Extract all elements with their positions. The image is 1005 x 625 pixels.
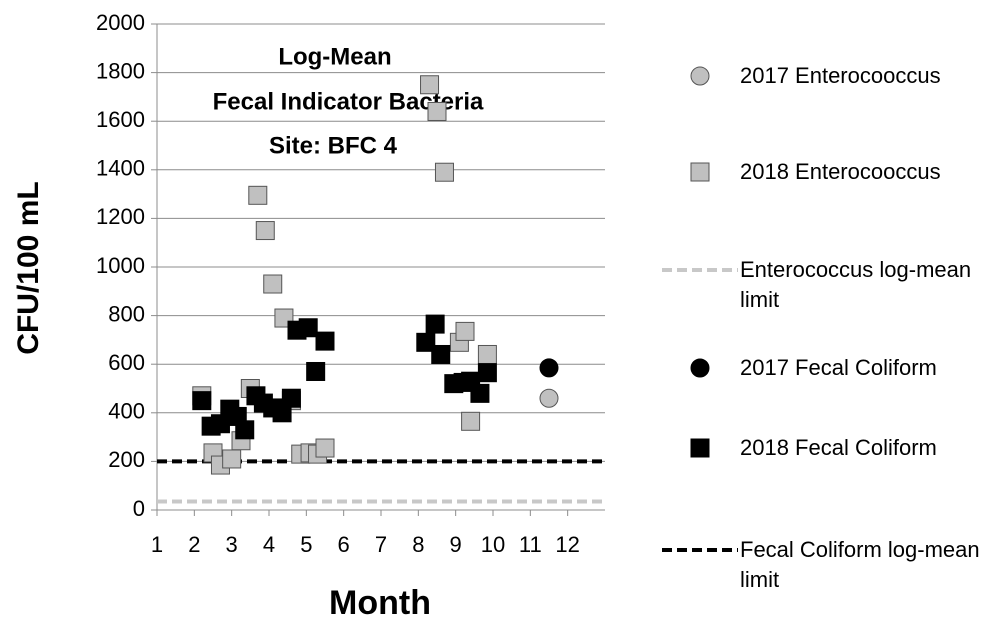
point [477,363,497,383]
x-tick-label: 1 [151,532,163,557]
x-tick-label: 10 [481,532,505,557]
legend-label: 2017 Enterocooccus [740,63,941,88]
x-tick-label: 2 [188,532,200,557]
point [539,358,559,378]
y-tick-label: 400 [108,399,145,424]
point [248,185,268,205]
x-tick-label: 5 [300,532,312,557]
y-tick-label: 1000 [96,253,145,278]
point [315,438,335,458]
point [425,314,445,334]
point [470,383,490,403]
x-tick-label: 8 [412,532,424,557]
y-tick-label: 1600 [96,107,145,132]
point [281,388,301,408]
y-tick-label: 200 [108,447,145,472]
point [420,75,440,95]
point [431,344,451,364]
legend-marker [690,162,710,182]
point [477,344,497,364]
y-tick-label: 2000 [96,10,145,35]
y-tick-label: 600 [108,350,145,375]
legend-label: 2018 Enterocooccus [740,159,941,184]
point [455,321,475,341]
point [539,388,559,408]
y-axis-label: CFU/100 mL [12,181,45,354]
point [192,391,212,411]
point [315,331,335,351]
chart-title: Log-Mean [278,43,391,70]
legend-marker [690,358,710,378]
point [306,361,326,381]
x-tick-label: 11 [519,532,542,557]
y-tick-label: 1200 [96,204,145,229]
x-tick-label: 7 [375,532,387,557]
y-tick-label: 1800 [96,58,145,83]
x-tick-label: 12 [555,532,579,557]
legend-label: 2018 Fecal Coliform [740,435,937,460]
x-tick-label: 4 [263,532,275,557]
legend-marker [690,438,710,458]
point [427,101,447,121]
chart-title: Site: BFC 4 [269,132,398,159]
point [263,274,283,294]
x-tick-label: 3 [226,532,238,557]
legend-label: Enterococcus log-mean limit [740,257,972,312]
y-tick-label: 1400 [96,156,145,181]
point [298,318,318,338]
point [461,411,481,431]
y-tick-label: 0 [133,496,145,521]
legend-label: Fecal Coliform log-mean limit [740,537,980,592]
point [255,221,275,241]
point [434,162,454,182]
x-tick-label: 9 [450,532,462,557]
legend-marker [690,66,710,86]
x-tick-label: 6 [338,532,350,557]
x-axis-label: Month [329,584,431,622]
legend-label: 2017 Fecal Coliform [740,355,937,380]
y-tick-label: 800 [108,301,145,326]
point [235,420,255,440]
point [222,449,242,469]
